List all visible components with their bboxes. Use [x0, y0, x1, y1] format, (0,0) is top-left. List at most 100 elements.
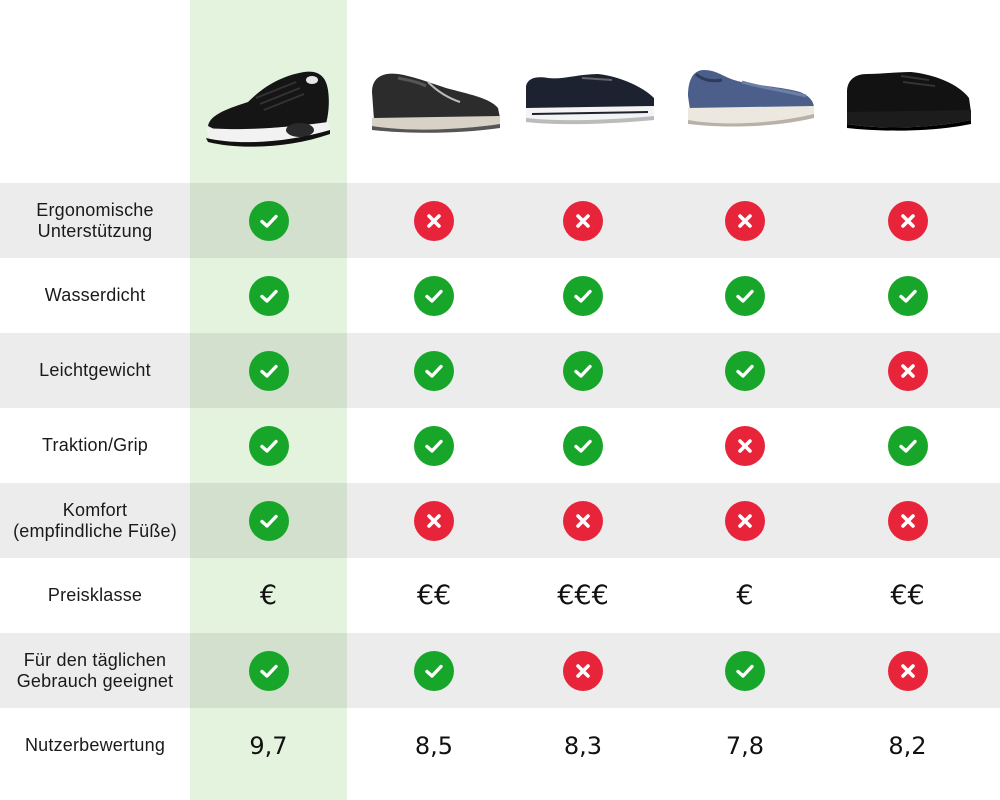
table-cell: €€€: [513, 558, 653, 633]
price-value: €€: [416, 580, 452, 611]
table-cell: 8,3: [513, 708, 653, 783]
table-cell: [355, 183, 513, 258]
cross-icon: [887, 200, 928, 241]
row-label: Preisklasse: [47, 585, 143, 605]
price-value: €: [259, 580, 278, 611]
table-cell: [513, 633, 653, 708]
table-cell: €€: [355, 558, 513, 633]
blue-knit-slip-on-image: [682, 66, 818, 128]
table-cell: [665, 258, 825, 333]
table-cell: [355, 258, 513, 333]
table-cell: 8,2: [830, 708, 985, 783]
check-icon: [887, 425, 928, 466]
check-icon: [248, 650, 289, 691]
table-cell: [513, 408, 653, 483]
table-cell: 9,7: [190, 708, 347, 783]
table-cell: [355, 408, 513, 483]
cross-icon: [414, 200, 454, 241]
cross-icon: [887, 500, 928, 541]
table-cell: €: [665, 558, 825, 633]
check-icon: [414, 425, 454, 466]
check-icon: [248, 500, 289, 541]
grey-leather-zip-shoe-image: [368, 68, 503, 134]
table-row: Traktion/Grip: [0, 408, 1000, 483]
check-icon: [248, 200, 289, 241]
rating-value: 8,5: [414, 731, 454, 760]
table-cell: [830, 258, 985, 333]
table-cell: [513, 333, 653, 408]
table-cell: [513, 483, 653, 558]
table-cell: [190, 483, 347, 558]
check-icon: [563, 425, 603, 466]
table-row: Ergonomische Unterstützung: [0, 183, 1000, 258]
navy-leather-sneaker-image: [522, 70, 658, 126]
cross-icon: [563, 500, 603, 541]
table-row: Leichtgewicht: [0, 333, 1000, 408]
table-cell: [830, 408, 985, 483]
table-cell: €: [190, 558, 347, 633]
cross-icon: [563, 200, 603, 241]
check-icon: [248, 425, 289, 466]
table-cell: [355, 333, 513, 408]
rating-value: 8,2: [888, 731, 927, 760]
row-label: Für den täglichen Gebrauch geeignet: [16, 649, 174, 691]
table-cell: [513, 183, 653, 258]
price-value: €€: [890, 580, 925, 611]
table-cell: [665, 483, 825, 558]
table-cell: [190, 408, 347, 483]
table-row: Nutzerbewertung 9,7 8,5 8,3 7,8 8,2: [0, 708, 1000, 783]
table-row: Wasserdicht: [0, 258, 1000, 333]
check-icon: [725, 275, 765, 316]
check-icon: [725, 650, 765, 691]
row-label: Leichtgewicht: [39, 360, 151, 380]
black-comfort-shoe-image: [843, 68, 975, 132]
check-icon: [414, 275, 454, 316]
check-icon: [414, 350, 454, 391]
table-row: Für den täglichen Gebrauch geeignet: [0, 633, 1000, 708]
cross-icon: [725, 500, 765, 541]
table-cell: [665, 408, 825, 483]
check-icon: [248, 275, 289, 316]
check-icon: [887, 275, 928, 316]
table-cell: [190, 183, 347, 258]
cross-icon: [563, 650, 603, 691]
check-icon: [248, 350, 289, 391]
table-cell: [830, 483, 985, 558]
rating-value: 9,7: [249, 731, 288, 760]
rating-value: 8,3: [563, 731, 603, 760]
cross-icon: [887, 350, 928, 391]
check-icon: [414, 650, 454, 691]
check-icon: [563, 275, 603, 316]
table-cell: [190, 333, 347, 408]
cross-icon: [414, 500, 454, 541]
check-icon: [563, 350, 603, 391]
table-cell: [190, 258, 347, 333]
rating-value: 7,8: [725, 731, 765, 760]
black-knit-sneaker-image: [200, 68, 335, 150]
check-icon: [725, 350, 765, 391]
table-cell: [355, 483, 513, 558]
cross-icon: [725, 200, 765, 241]
price-value: €€€: [557, 580, 609, 611]
table-cell: €€: [830, 558, 985, 633]
cross-icon: [725, 425, 765, 466]
table-cell: [513, 258, 653, 333]
product-header-row: [0, 0, 1000, 183]
table-cell: [830, 183, 985, 258]
table-cell: [665, 633, 825, 708]
row-label: Traktion/Grip: [42, 435, 148, 455]
row-label: Nutzerbewertung: [24, 735, 166, 755]
table-cell: 7,8: [665, 708, 825, 783]
table-cell: [830, 333, 985, 408]
row-label: Wasserdicht: [44, 285, 146, 305]
table-cell: [830, 633, 985, 708]
price-value: €: [736, 580, 754, 611]
row-label: Ergonomische Unterstützung: [36, 199, 154, 241]
table-cell: [190, 633, 347, 708]
cross-icon: [887, 650, 928, 691]
table-cell: [665, 183, 825, 258]
table-cell: 8,5: [355, 708, 513, 783]
table-row: Preisklasse € €€ €€€ € €€: [0, 558, 1000, 633]
table-cell: [665, 333, 825, 408]
